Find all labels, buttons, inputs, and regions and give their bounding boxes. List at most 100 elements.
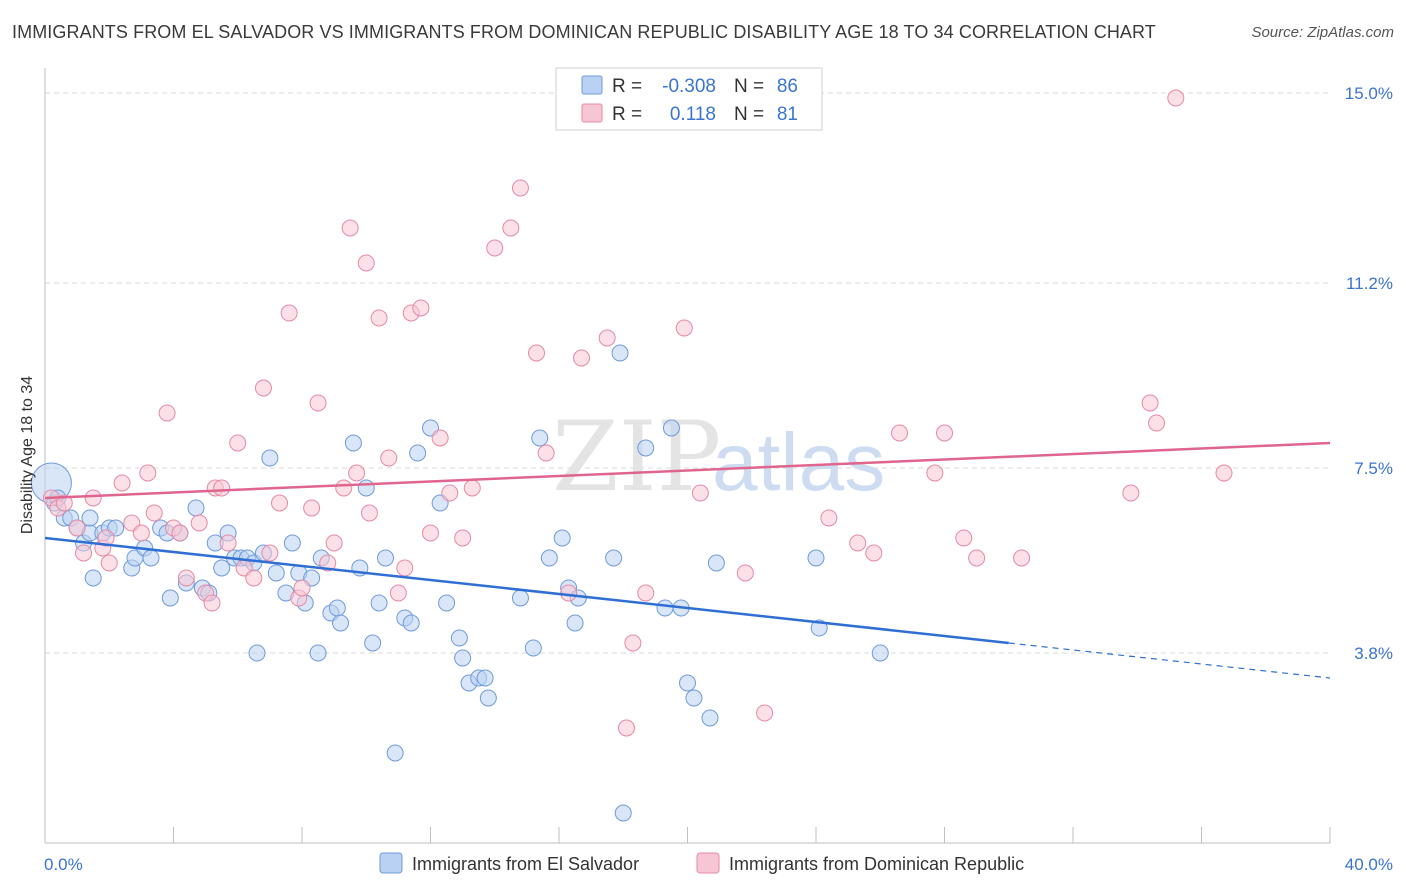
point-dominican-republic	[849, 534, 867, 552]
legend-swatch-el-salvador	[581, 75, 603, 95]
series-legend-label-dominican-republic: Immigrants from Dominican Republic	[729, 854, 1024, 874]
point-el-salvador	[605, 549, 623, 567]
point-dominican-republic	[213, 479, 231, 497]
point-dominican-republic	[1215, 464, 1233, 482]
point-dominican-republic	[357, 254, 375, 272]
series-legend-swatch-el-salvador	[379, 852, 403, 874]
point-dominican-republic	[84, 489, 102, 507]
point-el-salvador	[531, 429, 549, 447]
point-dominican-republic	[254, 379, 272, 397]
point-dominican-republic	[341, 219, 359, 237]
point-dominican-republic	[675, 319, 693, 337]
point-el-salvador	[553, 529, 571, 547]
legend-r-value-0: -0.308	[662, 76, 716, 97]
x-tick-label-min: 0.0%	[44, 855, 83, 874]
y-tick-label: 11.2%	[1346, 274, 1393, 293]
point-dominican-republic	[171, 524, 189, 542]
point-el-salvador	[566, 614, 584, 632]
point-dominican-republic	[637, 584, 655, 602]
y-tick-label: 15.0%	[1345, 84, 1393, 103]
point-dominican-republic	[454, 529, 472, 547]
point-el-salvador	[685, 689, 703, 707]
point-dominican-republic	[955, 529, 973, 547]
y-tick-label: 7.5%	[1354, 459, 1393, 478]
point-el-salvador	[611, 344, 629, 362]
y-tick-label: 3.8%	[1354, 644, 1393, 663]
y-axis-title: Disability Age 18 to 34	[19, 376, 36, 534]
point-dominican-republic	[1148, 414, 1166, 432]
point-el-salvador	[357, 479, 375, 497]
point-dominican-republic	[1141, 394, 1159, 412]
trend-lines	[44, 441, 1331, 679]
legend-n-label-1: N =	[734, 104, 764, 125]
point-el-salvador	[332, 614, 350, 632]
point-dominican-republic	[691, 484, 709, 502]
chart-title: IMMIGRANTS FROM EL SALVADOR VS IMMIGRANT…	[12, 22, 1156, 42]
point-el-salvador	[450, 629, 468, 647]
legend-swatch-dominican-republic	[581, 103, 603, 123]
point-dominican-republic	[139, 464, 157, 482]
point-dominican-republic	[229, 434, 247, 452]
point-el-salvador	[161, 589, 179, 607]
point-dominican-republic	[1013, 549, 1031, 567]
point-dominican-republic	[335, 479, 353, 497]
point-el-salvador	[679, 674, 696, 692]
point-dominican-republic	[968, 549, 986, 567]
point-dominican-republic	[177, 569, 195, 587]
source-credit: Source: ZipAtlas.com	[1251, 24, 1394, 41]
point-dominican-republic	[598, 329, 616, 347]
point-dominican-republic	[891, 424, 909, 442]
point-dominican-republic	[280, 304, 298, 322]
point-el-salvador	[438, 594, 456, 612]
legend-r-value-1: 0.118	[670, 104, 716, 125]
point-dominican-republic	[319, 554, 337, 572]
legend-r-label-1: R =	[612, 104, 642, 125]
point-dominican-republic	[190, 514, 208, 532]
point-el-salvador	[364, 634, 382, 652]
point-dominican-republic	[617, 719, 635, 737]
point-dominican-republic	[68, 519, 86, 537]
point-dominican-republic	[309, 394, 327, 412]
trend-line-el-salvador	[44, 536, 1009, 645]
point-el-salvador	[248, 644, 266, 662]
point-dominican-republic	[113, 474, 131, 492]
point-el-salvador	[213, 559, 231, 577]
point-dominican-republic	[55, 494, 73, 512]
point-el-salvador	[261, 449, 279, 467]
point-el-salvador	[476, 669, 494, 687]
legend-n-value-0: 86	[777, 76, 798, 97]
point-dominican-republic	[528, 344, 546, 362]
point-el-salvador	[540, 549, 558, 567]
point-dominican-republic	[936, 424, 953, 442]
point-dominican-republic	[486, 239, 504, 257]
point-el-salvador	[807, 549, 825, 567]
point-dominican-republic	[926, 464, 944, 482]
point-dominican-republic	[132, 524, 150, 542]
point-dominican-republic	[412, 299, 430, 317]
point-el-salvador	[328, 599, 346, 617]
point-dominican-republic	[348, 464, 366, 482]
series-legend: Immigrants from El Salvador Immigrants f…	[379, 852, 1024, 874]
legend-n-label-0: N =	[734, 76, 764, 97]
point-dominican-republic	[293, 579, 311, 597]
point-dominican-republic	[389, 584, 407, 602]
point-el-salvador	[479, 689, 497, 707]
point-el-salvador	[402, 614, 420, 632]
legend-r-label-0: R =	[612, 76, 642, 97]
point-dominican-republic	[560, 584, 578, 602]
axes	[44, 68, 1331, 844]
point-el-salvador	[454, 649, 472, 667]
point-dominican-republic	[396, 559, 414, 577]
point-el-salvador	[267, 564, 285, 582]
point-el-salvador	[386, 744, 404, 762]
watermark: ZIP atlas	[552, 401, 885, 513]
point-dominican-republic	[245, 569, 263, 587]
point-el-salvador	[187, 499, 205, 517]
y-tick-labels: 3.8% 7.5% 11.2% 15.0%	[1345, 84, 1393, 663]
point-dominican-republic	[145, 504, 163, 522]
point-dominican-republic	[219, 534, 237, 552]
point-dominican-republic	[203, 594, 221, 612]
point-dominican-republic	[1167, 89, 1185, 107]
point-dominican-republic	[431, 429, 449, 447]
point-dominican-republic	[100, 554, 118, 572]
